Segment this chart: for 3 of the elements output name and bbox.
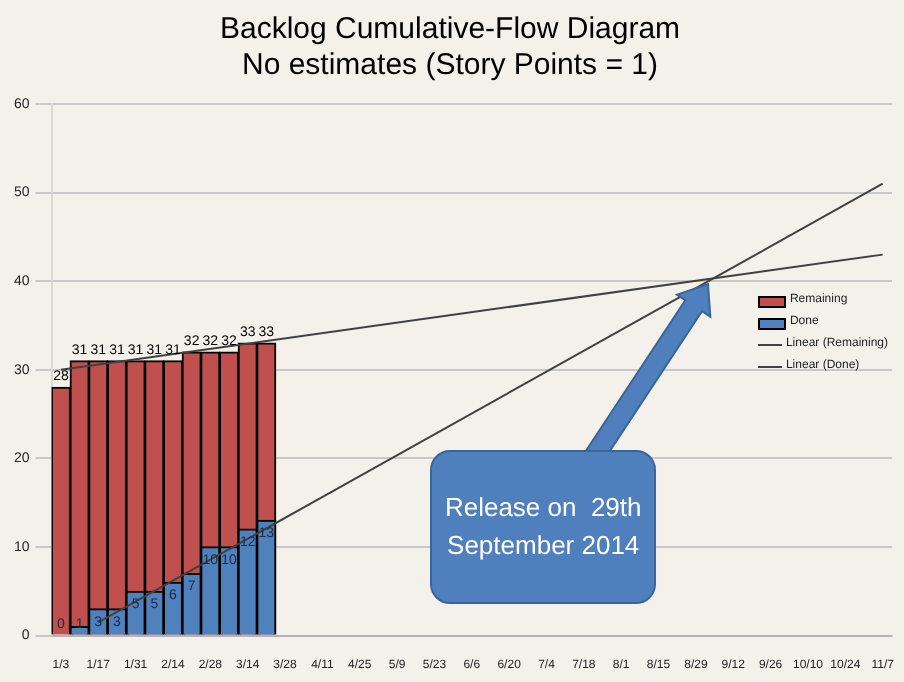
chart-title: Backlog Cumulative-Flow Diagram [219, 12, 681, 47]
callout-box: Release on 29th September 2014 [429, 449, 657, 604]
chart-subtitle: No estimates (Story Points = 1) [242, 48, 658, 83]
